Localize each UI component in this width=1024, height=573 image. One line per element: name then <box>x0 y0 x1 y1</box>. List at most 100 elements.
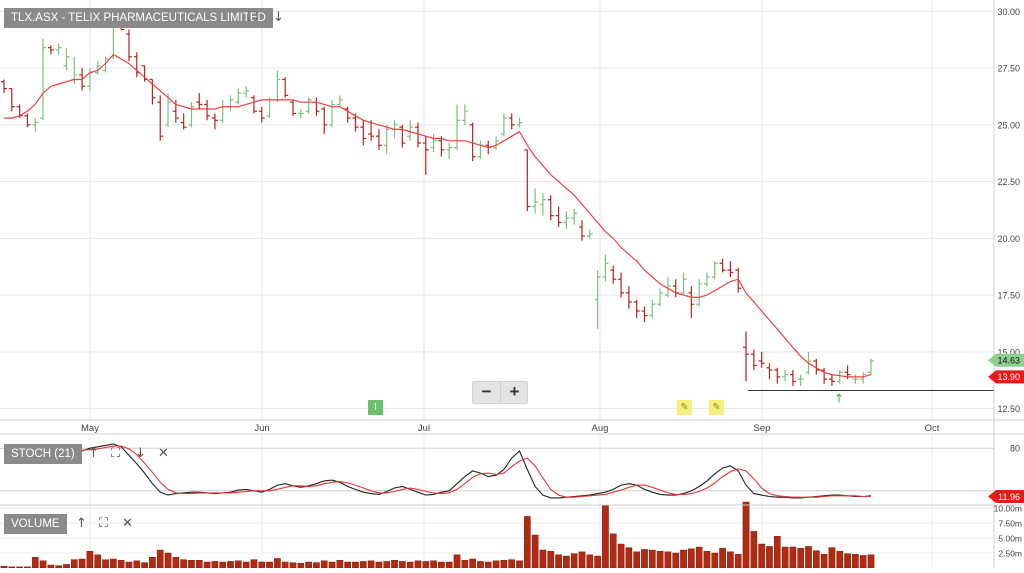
volume-expand-icon[interactable]: ⛶ <box>99 516 109 531</box>
volume-bar <box>524 516 531 569</box>
volume-bar <box>484 561 492 569</box>
volume-bar <box>438 561 445 569</box>
volume-title-box[interactable]: VOLUME <box>4 514 67 534</box>
volume-bar <box>219 561 227 569</box>
volume-bar <box>625 547 633 569</box>
last-ma-label: 13.90 <box>997 372 1020 382</box>
volume-bar <box>461 560 469 569</box>
volume-bar <box>750 531 758 569</box>
expand-icon[interactable]: ⛶ <box>248 10 258 25</box>
volume-bar <box>281 561 289 569</box>
zoom-controls: − + <box>472 381 528 404</box>
volume-bar <box>648 549 656 569</box>
volume-bar <box>531 534 539 569</box>
volume-bar <box>149 557 156 569</box>
price-tick-label: 22.50 <box>997 177 1020 187</box>
volume-bar <box>828 547 836 569</box>
last-close-label: 14.63 <box>997 356 1020 366</box>
volume-bar <box>430 560 437 569</box>
volume-bar <box>641 549 648 569</box>
stoch-close-icon[interactable]: ✕ <box>158 446 169 461</box>
volume-bar <box>758 543 765 569</box>
volume-bar <box>844 553 851 569</box>
volume-bar <box>867 554 875 569</box>
volume-bar <box>766 546 773 569</box>
volume-bar <box>820 554 828 569</box>
volume-bar <box>734 554 742 569</box>
volume-bar <box>414 560 422 569</box>
volume-bar <box>344 561 352 569</box>
volume-bar <box>203 561 211 569</box>
stoch-title-box[interactable]: STOCH (21) <box>4 444 82 464</box>
moving-average-line <box>4 53 872 378</box>
volume-title: VOLUME <box>11 518 60 530</box>
volume-bar <box>125 561 133 569</box>
month-label: Jun <box>254 423 269 434</box>
volume-bar <box>422 561 430 569</box>
volume-arrow-up-icon[interactable]: ↑ <box>76 516 87 531</box>
volume-bar <box>453 554 461 569</box>
volume-bar <box>500 560 508 569</box>
volume-bar <box>156 549 164 569</box>
volume-bar <box>172 557 180 569</box>
month-label: Sep <box>754 423 771 434</box>
volume-bar <box>63 564 70 569</box>
volume-bar <box>445 561 453 569</box>
month-label: Aug <box>592 423 609 434</box>
volume-bar <box>305 561 312 569</box>
volume-bar <box>859 555 867 569</box>
price-marks: ↑ <box>1 18 994 405</box>
volume-bar <box>180 559 187 569</box>
symbol-title-box[interactable]: TLX.ASX - TELIX PHARMACEUTICALS LIMITED <box>4 8 273 28</box>
volume-bar <box>852 554 859 569</box>
volume-tick-label: 2.50m <box>998 549 1022 559</box>
volume-bar <box>555 554 562 569</box>
volume-bar <box>586 554 594 569</box>
volume-bar <box>703 551 711 569</box>
symbol-title: TLX.ASX - TELIX PHARMACEUTICALS LIMITED <box>11 12 266 24</box>
price-tick-label: 20.00 <box>997 234 1020 244</box>
volume-bar <box>727 551 734 569</box>
zoom-out-button[interactable]: − <box>481 382 492 401</box>
stoch-expand-icon[interactable]: ⛶ <box>111 446 121 461</box>
volume-bar <box>672 552 680 569</box>
month-label: Jul <box>418 423 430 434</box>
zoom-in-button[interactable]: + <box>500 382 528 403</box>
stoch-last-label-bg <box>988 490 1024 504</box>
pencil-icon[interactable]: ✎ <box>677 400 692 415</box>
volume-bar <box>375 561 383 569</box>
volume-bar <box>133 560 141 569</box>
volume-bar <box>70 559 78 569</box>
arrow-down-icon[interactable]: ↓ <box>273 10 284 25</box>
volume-bar <box>195 560 203 569</box>
volume-bar <box>117 560 125 569</box>
volume-bar <box>102 559 109 569</box>
volume-close-icon[interactable]: ✕ <box>122 516 133 531</box>
volume-bar <box>656 551 664 569</box>
volume-bar <box>578 551 586 569</box>
volume-bar <box>570 553 578 569</box>
volume-bar <box>805 546 812 569</box>
stoch-arrow-down-icon[interactable]: ↓ <box>135 446 146 461</box>
pencil-icon-2[interactable]: ✎ <box>709 400 724 415</box>
stoch-grid <box>0 434 994 568</box>
month-label: May <box>81 423 99 434</box>
volume-bar <box>547 551 555 569</box>
stoch-last-label: 11.96 <box>998 492 1020 502</box>
volume-bar <box>688 548 695 569</box>
volume-bar <box>516 560 523 569</box>
last-close-label-bg <box>988 353 1024 367</box>
volume-bar <box>633 551 640 569</box>
volume-bar <box>266 561 273 569</box>
volume-bar <box>188 560 195 569</box>
volume-marks <box>0 501 875 569</box>
volume-bar <box>391 560 398 569</box>
month-label: Oct <box>925 423 940 434</box>
stoch-d-line <box>3 445 871 498</box>
info-marker[interactable]: I <box>368 400 383 415</box>
volume-bar <box>383 561 391 569</box>
volume-bar <box>86 551 94 569</box>
stoch-arrow-up-icon[interactable]: ↑ <box>88 446 99 461</box>
